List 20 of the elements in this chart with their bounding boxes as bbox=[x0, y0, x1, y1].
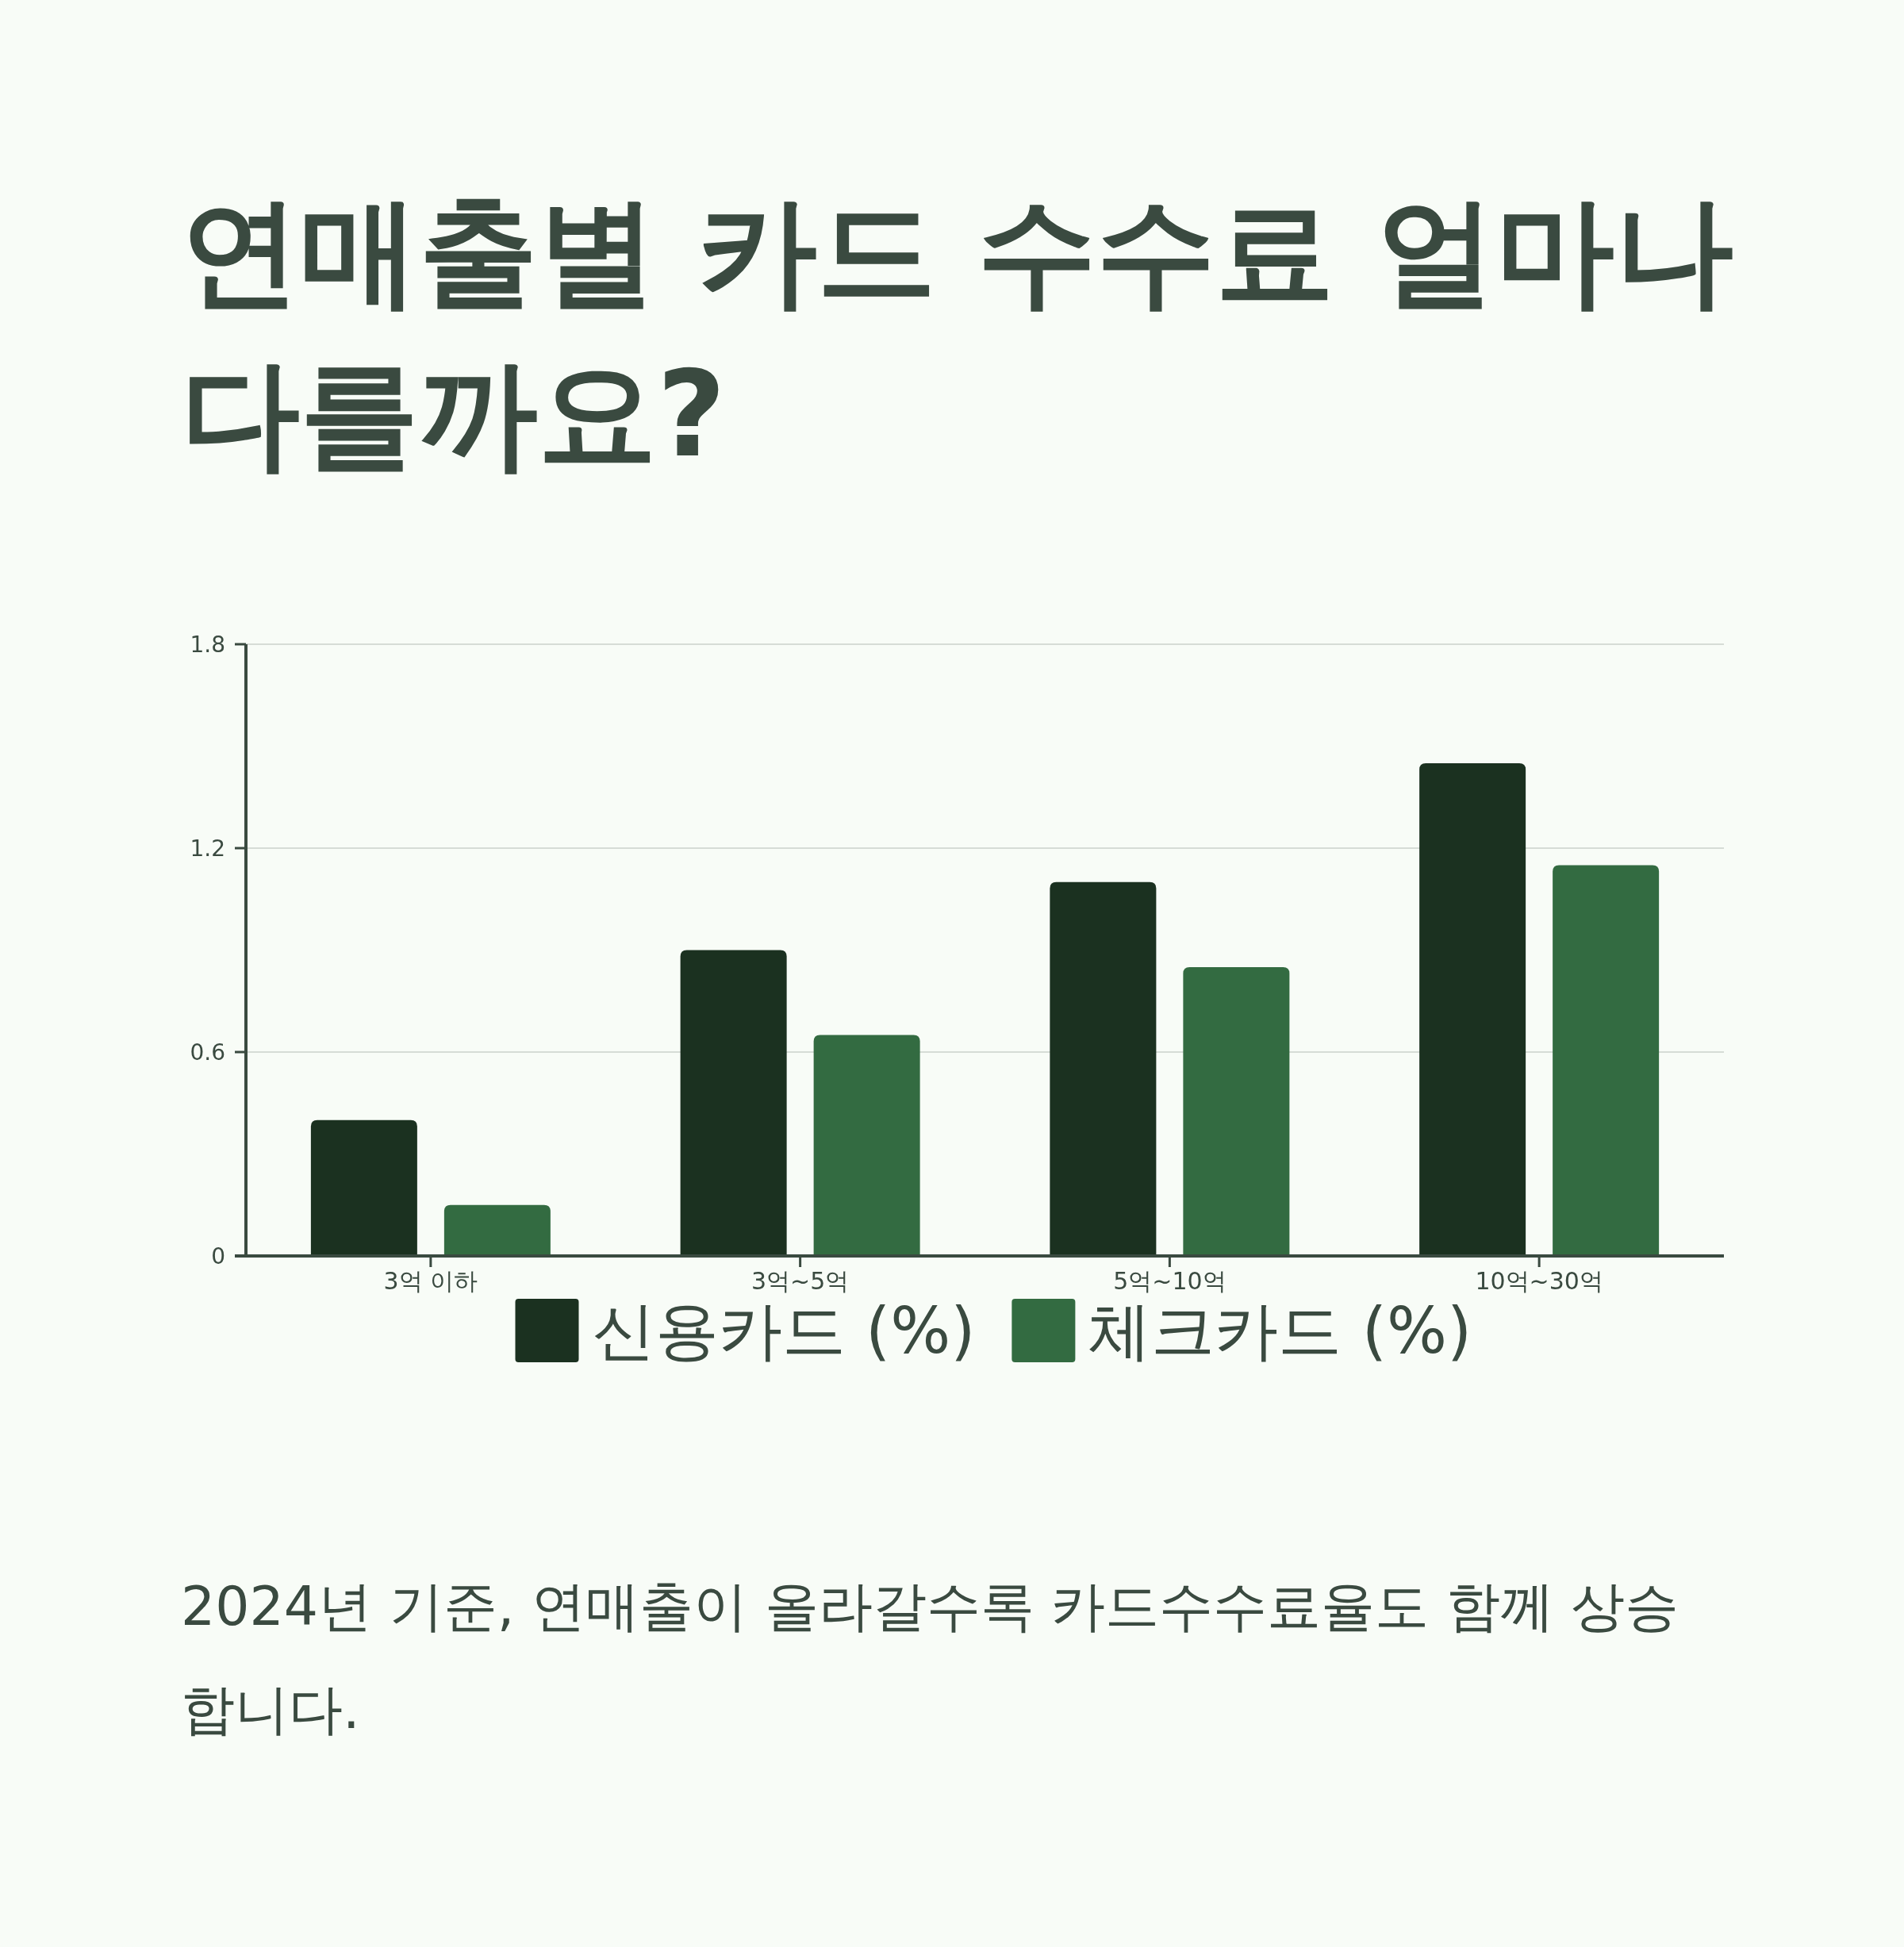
y-tick-label: 1.8 bbox=[190, 631, 225, 658]
y-tick-label: 0.6 bbox=[190, 1039, 225, 1066]
bar bbox=[1553, 865, 1660, 1256]
chart-title: 연매출별 카드 수수료 얼마나 다를까요? bbox=[181, 182, 1734, 485]
x-tick-label: 3억~5억 bbox=[750, 1267, 850, 1295]
bar bbox=[310, 1119, 417, 1256]
y-tick-label: 0 bbox=[211, 1242, 225, 1269]
x-tick-label: 5억~10억 bbox=[1113, 1267, 1226, 1295]
text: 2024년 기준, 연매출이 올라갈수록 카드수수료율도 함께 상승합니다. bbox=[181, 1574, 1680, 1742]
bar bbox=[443, 1204, 551, 1256]
bar bbox=[1419, 762, 1526, 1256]
y-tick-label: 1.2 bbox=[190, 835, 225, 862]
legend-label: 체크카드 (%) bbox=[1088, 1293, 1472, 1368]
bar bbox=[1050, 881, 1157, 1256]
legend-label: 신용카드 (%) bbox=[591, 1293, 976, 1368]
bar bbox=[680, 950, 787, 1256]
x-tick-label: 3억 이하 bbox=[383, 1267, 478, 1295]
bar bbox=[1183, 966, 1290, 1256]
bar bbox=[813, 1035, 920, 1256]
x-tick-label: 10억~30억 bbox=[1475, 1267, 1603, 1295]
